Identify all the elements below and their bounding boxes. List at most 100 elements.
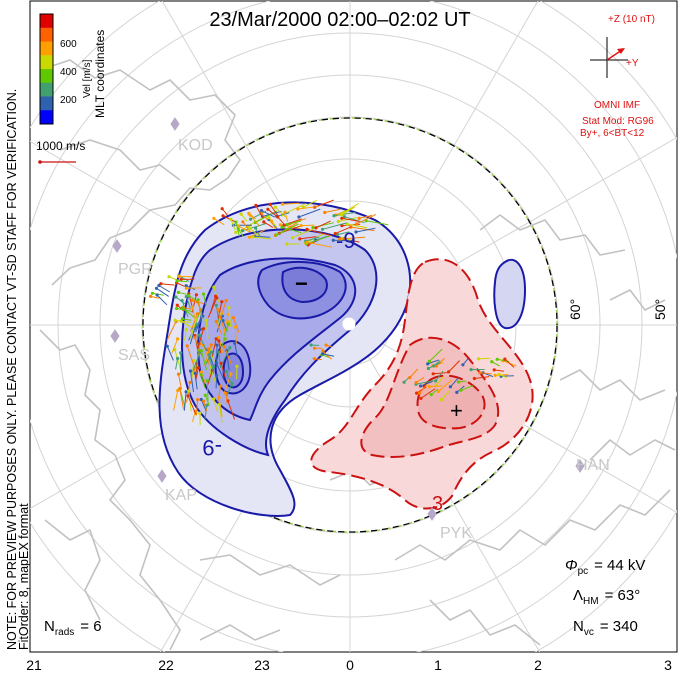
colorbar-label: Vel [m/s] [82,59,93,98]
velocity-vector-origin [305,240,309,244]
mlt-label-21: 21 [26,657,42,673]
velocity-vector [213,398,219,413]
velocity-vector [223,314,229,335]
velocity-vector-origin [190,305,195,309]
mlt-label-1: 1 [434,657,442,673]
velocity-vector [435,370,444,382]
velocity-vector-origin [187,389,191,393]
velocity-vector [218,352,222,369]
velocity-vector-origin [178,387,182,391]
velocity-vector [460,385,474,391]
velocity-vector-origin [267,216,271,220]
velocity-vector [286,220,302,226]
station-markers [110,117,585,521]
velocity-vector [305,236,320,242]
velocity-vector-origin [216,308,220,312]
colorbar-segment [40,69,53,84]
velocity-vector-origin [276,215,280,219]
velocity-vector [190,370,194,392]
velocity-vector [415,380,434,385]
station-sas-marker [110,329,120,343]
station-kod-label: KOD [178,137,213,154]
velocity-vector-origin [309,343,313,347]
velocity-vector-origin [414,380,418,385]
velocity-vector-origin [357,216,361,220]
velocity-vector-origin [418,391,422,395]
velocity-vector-origin [184,284,188,288]
velocity-vector-origin [278,223,282,227]
velocity-vector [215,321,223,335]
velocity-vector-origin [236,224,241,228]
velocity-vector [238,225,251,233]
preview-note: NOTE: FOR PREVIEW PURPOSES ONLY. PLEASE … [5,89,19,650]
velocity-vector [277,216,287,227]
velocity-vector-origin [461,363,465,367]
velocity-vector [429,385,443,388]
velocity-vector-origin [196,366,200,370]
velocity-vector-origin [241,229,245,233]
velocity-vector [358,214,373,219]
velocity-vector-origin [154,286,159,290]
velocity-vector-origin [436,389,441,393]
station-sas-label: SAS [118,347,150,364]
velocity-vector-origin [173,318,177,322]
velocity-vector-origin [426,366,430,371]
velocity-vector-origin [199,370,203,374]
velocity-vector [186,345,195,366]
velocity-vector-origin [472,376,476,381]
velocity-vector [450,377,459,388]
velocity-vector [301,224,315,227]
velocity-vector [435,375,445,386]
velocity-vector [216,315,223,333]
velocity-vector [299,236,317,240]
velocity-vector-origin [214,319,218,324]
velocity-vector [228,307,231,328]
pole-marker [342,317,356,331]
velocity-vector [428,361,441,369]
map-title: 23/Mar/2000 02:00–02:02 UT [209,9,470,31]
velocity-vector [333,239,355,242]
velocity-vector [298,208,321,218]
latitude-label-60: 60° [567,299,583,320]
velocity-vector-origin [426,362,430,366]
velocity-vector-origin [174,295,178,299]
velocity-vector [355,227,376,233]
velocity-vector [249,214,260,226]
velocity-vector-origin [179,277,183,281]
velocity-vector [478,357,491,360]
velocity-vector-origin [459,388,463,392]
velocity-vector [217,301,223,319]
velocity-vector-origin [228,346,232,350]
velocity-vector [184,329,187,341]
velocity-vector [335,226,352,235]
velocity-vector [322,353,335,357]
velocity-vector-origin [241,220,245,224]
velocity-vector [158,285,170,293]
hm-boundary-color [142,117,558,533]
velocity-vector-origin [247,235,252,239]
velocity-vector-origin [229,217,233,221]
velocity-vector [261,210,276,218]
velocity-vector-origin [434,379,438,383]
velocity-vector-origin [199,349,203,353]
velocity-vector [211,338,217,357]
velocity-vector-origin [224,298,228,303]
velocity-vector-origin [176,290,180,294]
velocity-vector [194,316,203,331]
velocity-vector [196,301,203,315]
negative-contour-east [493,258,527,330]
velocity-vector-origin [184,327,188,332]
station-pyk-marker [427,507,437,521]
max-marker: + [450,398,463,423]
station-han-marker [575,459,585,473]
velocity-vector-origin [311,226,315,230]
n-vc-stat: Nvc = 340 [573,618,638,638]
velocity-vector [204,395,210,407]
velocity-vector-origin [217,350,221,354]
velocity-vector-origin [184,286,188,290]
velocity-vector-origin [220,300,224,304]
velocity-vector [268,217,277,228]
velocity-vector [448,360,460,373]
velocity-vector-origin [227,306,231,310]
velocity-vector [282,203,307,216]
